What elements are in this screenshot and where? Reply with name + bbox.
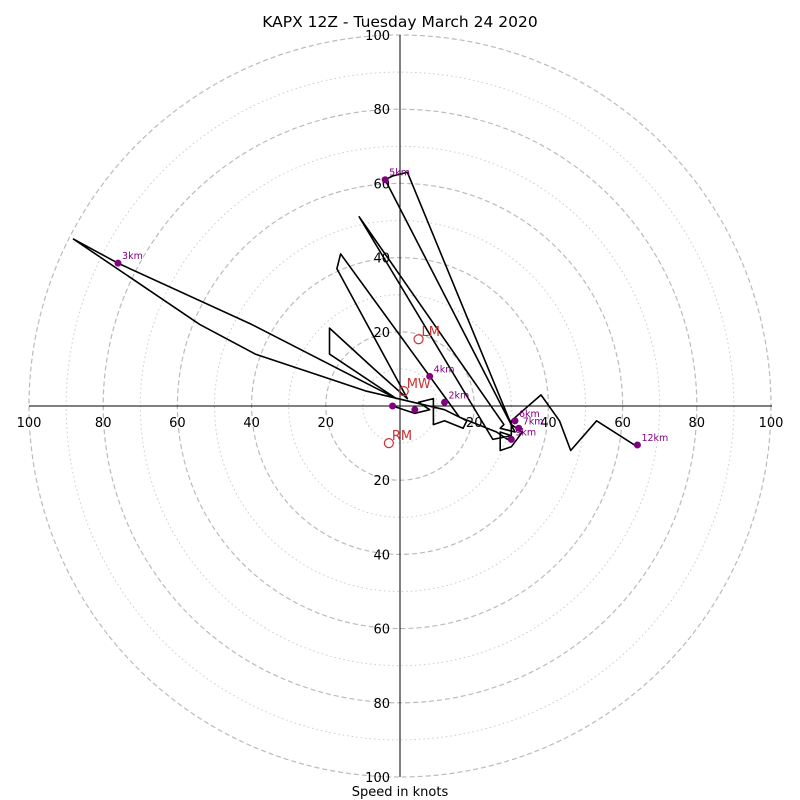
y-tick-label: 100 <box>365 771 390 786</box>
height-marker <box>114 259 122 267</box>
storm-motion-marker <box>413 334 424 345</box>
height-marker <box>515 424 523 432</box>
height-marker-label: 4km <box>434 364 455 375</box>
height-marker <box>441 398 449 406</box>
x-tick-label: 40 <box>243 416 260 431</box>
height-marker <box>381 176 389 184</box>
hodograph-trace <box>72 171 639 452</box>
x-tick-label: 60 <box>614 416 631 431</box>
height-marker-label: 3km <box>122 251 143 262</box>
height-marker <box>511 417 519 425</box>
height-marker-label: 9km <box>515 427 536 438</box>
y-tick-label: 80 <box>373 697 390 712</box>
height-marker-label: 6km <box>519 409 540 420</box>
chart-title: KAPX 12Z - Tuesday March 24 2020 <box>262 13 537 31</box>
height-marker <box>507 435 515 443</box>
y-tick-label: 20 <box>373 326 390 341</box>
x-tick-label: 40 <box>540 416 557 431</box>
x-axis-label: Speed in knots <box>352 785 449 800</box>
height-marker <box>411 406 419 414</box>
x-tick-label: 80 <box>689 416 706 431</box>
storm-motion-label: MW <box>407 377 431 392</box>
y-tick-label: 80 <box>373 103 390 118</box>
storm-motion-marker <box>398 386 409 397</box>
y-tick-label: 100 <box>365 29 390 44</box>
height-marker <box>426 372 434 380</box>
y-tick-label: 20 <box>373 474 390 489</box>
axes <box>29 35 772 777</box>
height-marker <box>633 441 641 449</box>
height-marker-label: 7km <box>523 416 544 427</box>
height-marker <box>389 402 397 410</box>
x-tick-label: 100 <box>759 416 784 431</box>
height-marker-label: 12km <box>641 433 668 444</box>
height-marker-label: 5km <box>389 168 410 179</box>
storm-motion-label: RM <box>392 429 412 444</box>
storm-motion-markers: LM MW RM <box>383 325 440 449</box>
x-tick-label: 80 <box>95 416 112 431</box>
y-tick-label: 60 <box>373 623 390 638</box>
storm-motion-marker <box>383 438 394 449</box>
x-tick-label: 100 <box>17 416 42 431</box>
height-marker-label: 2km <box>449 390 470 401</box>
storm-motion-label: LM <box>422 325 440 340</box>
tick-labels: 100 80 60 40 20 20 40 60 80 100100806040202040608… <box>17 29 784 786</box>
x-tick-label: 60 <box>169 416 186 431</box>
x-tick-label: 20 <box>318 416 335 431</box>
y-tick-label: 40 <box>373 548 390 563</box>
